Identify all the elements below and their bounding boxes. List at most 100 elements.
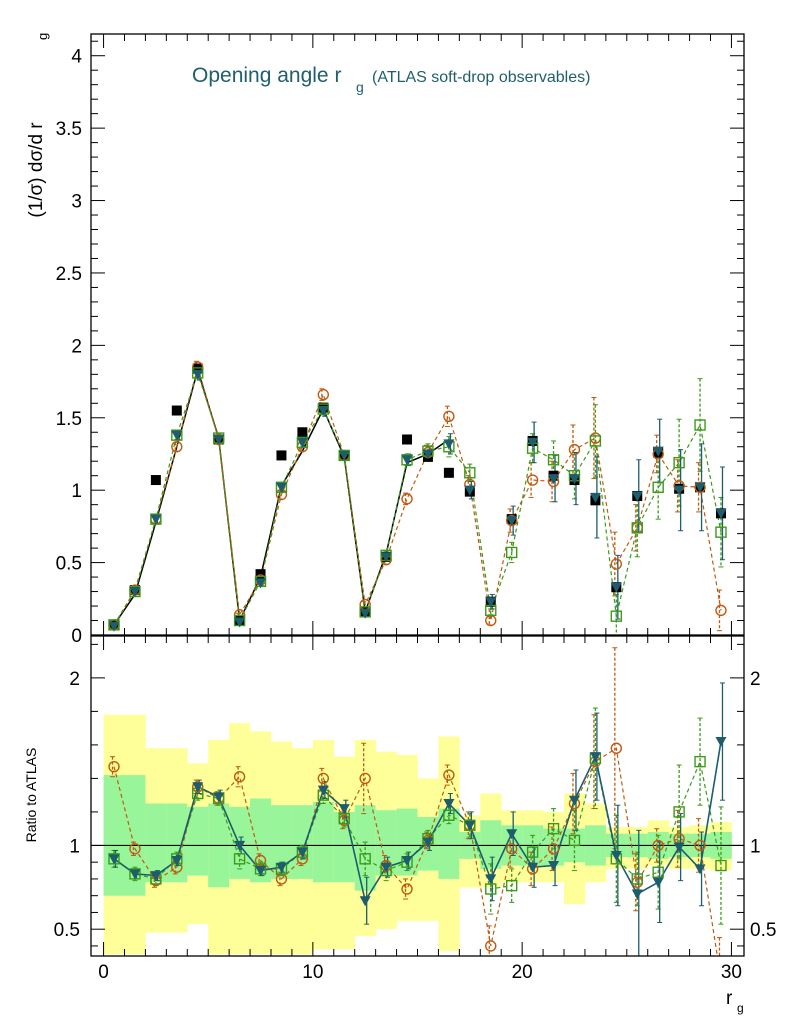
inner-band-bin [124, 775, 146, 896]
series-2-point [506, 516, 518, 527]
main-plot-area [108, 360, 727, 635]
ratio-series-0-point [108, 760, 120, 773]
inner-band-bin [480, 820, 502, 869]
y-axis-label-main: (1/σ) dσ/d r g [26, 33, 50, 218]
ratio-series-2-point [359, 896, 371, 907]
series-1-point [673, 456, 685, 469]
series-0-point [171, 441, 183, 453]
x-axis-label: r g [726, 988, 744, 1015]
ratio-series-2-point [548, 861, 560, 872]
series-1-point [631, 522, 643, 534]
series-0-point [317, 388, 330, 401]
series-2-point [464, 485, 476, 496]
series-2-point [652, 446, 664, 457]
series-2-point [380, 552, 392, 563]
series-0-point [715, 604, 727, 617]
series-2-point [150, 514, 162, 525]
data-curve [113, 367, 450, 626]
series-1-point [715, 526, 727, 538]
tick-labels: 0 10 20 30 0 0.5 1 1.5 2 2.5 3 3.5 4 0.5 0.5 1 1 2 2 [54, 47, 777, 983]
series-2-point [317, 406, 329, 417]
ratio-series-2-point [296, 847, 308, 858]
series-0-point [526, 474, 539, 486]
ratio-series-0-point [443, 769, 455, 781]
ratio-series-0-point [359, 772, 371, 785]
data-point [255, 569, 266, 580]
y-tick-label-main: 0.5 [56, 554, 82, 575]
chart-title-subscript: g [356, 79, 364, 95]
ratio-series-2-point [652, 877, 664, 888]
x-label-subscript: g [737, 1001, 744, 1015]
series-2-point [192, 369, 204, 380]
ratio-series-2-point [338, 804, 350, 815]
ratio-series-0-point [129, 843, 141, 855]
ratio-series-2-point [401, 856, 413, 867]
series-2-point [255, 578, 267, 589]
series-2-point [673, 485, 685, 496]
ratio-series-2-point [715, 737, 727, 748]
series-2-point [171, 430, 183, 441]
series-1-point [547, 454, 560, 466]
series-0-point [568, 443, 581, 456]
data-point [443, 467, 454, 478]
series-2-point [485, 597, 497, 608]
series-2-point [422, 449, 434, 460]
series-2-point [338, 450, 350, 461]
ratio-series-2-point [275, 862, 287, 873]
series-2-point [129, 587, 141, 598]
series-2-point [275, 482, 287, 493]
y-tick-label-main: 2.5 [56, 264, 82, 285]
series-2-point [401, 455, 413, 466]
series-1-point [652, 481, 664, 493]
series-2-point [548, 474, 560, 485]
ratio-series-2-point [317, 785, 329, 796]
y-axis-label-ratio: Ratio to ATLAS [23, 748, 39, 843]
ratio-uncertainty-bands [103, 714, 732, 955]
inner-band-bin [187, 806, 209, 876]
ratio-series-0-point [254, 854, 267, 867]
main-frame [90, 33, 745, 636]
series-2-point [631, 491, 643, 502]
series-1-line [113, 370, 722, 626]
ratio-series-0-point [610, 742, 623, 754]
chart-title: Opening angle r g (ATLAS soft-drop obser… [192, 64, 590, 95]
ratio-series-2-point [443, 799, 455, 810]
ratio-series-1-point [526, 846, 539, 858]
y-tick-label-main: 1 [71, 481, 82, 502]
main-clipped-group [108, 360, 727, 635]
ratio-series-1-point [715, 859, 727, 872]
series-1-point [610, 610, 623, 622]
ratio-series-2-point [527, 862, 539, 873]
ratio-plot-area [91, 647, 744, 956]
ratio-series-0-point [505, 843, 518, 855]
y-tick-label-main: 4 [71, 47, 82, 68]
ratio-series-1-point [673, 806, 685, 818]
inner-band-bin [145, 803, 167, 883]
inner-band-bin [270, 805, 293, 879]
data-point [297, 427, 308, 438]
series-2-point [568, 474, 580, 485]
inner-band-bin [438, 808, 460, 879]
series-1-point [694, 419, 706, 431]
ratio-series-1-point [631, 873, 643, 885]
inner-band-bin [291, 805, 314, 879]
ratio-series-2-point [255, 866, 267, 877]
series-2-point [527, 437, 539, 448]
ratio-series-1-point [652, 866, 664, 878]
ratio-series-2-point [568, 795, 580, 806]
ratio-series-0-point [317, 772, 330, 785]
ratio-series-1-point [505, 879, 518, 892]
ratio-series-2-point [234, 840, 246, 851]
series-0-point [443, 410, 455, 423]
data-point [276, 450, 287, 461]
series-1-point [589, 435, 602, 447]
ratio-series-2-point [192, 782, 204, 793]
y-tick-label-main: 0 [71, 626, 82, 647]
chart-title-note: (ATLAS soft-drop observables) [372, 69, 590, 86]
series-0-point [610, 558, 623, 570]
y-label-main-subscript: g [35, 33, 50, 40]
series-2-point [610, 582, 622, 593]
ratio-clipped-group [91, 647, 744, 956]
y-tick-label-ratio-right: 0.5 [750, 920, 776, 941]
